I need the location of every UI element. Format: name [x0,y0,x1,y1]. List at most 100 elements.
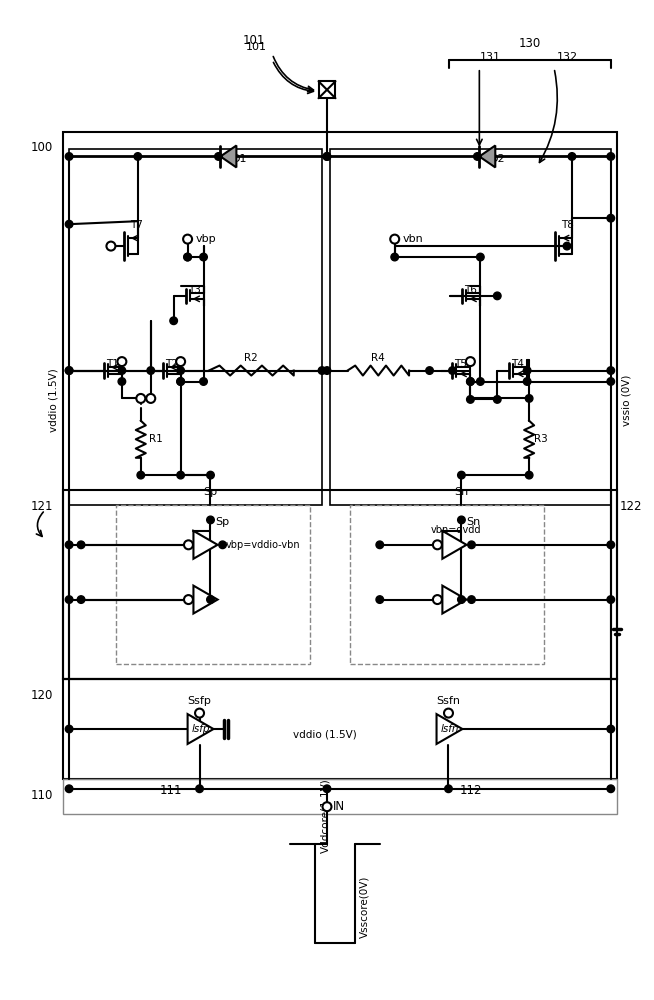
Circle shape [523,367,531,374]
Circle shape [177,471,184,479]
Text: vssio (0V): vssio (0V) [622,375,632,426]
Text: Sp: Sp [203,487,218,497]
Text: Vddcore(1.1V): Vddcore(1.1V) [320,779,330,853]
Text: R1: R1 [148,434,162,444]
Text: 101: 101 [243,34,266,47]
Circle shape [65,725,73,733]
Text: Sp: Sp [215,517,230,527]
Text: vbp=vddio-vbn: vbp=vddio-vbn [226,540,300,550]
Circle shape [184,540,193,549]
Bar [330,149,611,505]
Text: vbn: vbn [403,234,423,244]
Circle shape [199,378,207,385]
Text: T6: T6 [464,285,477,295]
Polygon shape [479,146,495,167]
Text: vbn=dvdd: vbn=dvdd [430,525,481,535]
Circle shape [607,153,615,160]
Circle shape [184,595,193,604]
Text: vbp: vbp [196,234,216,244]
Circle shape [65,367,73,374]
Circle shape [477,378,484,385]
Circle shape [207,516,215,524]
Circle shape [137,471,145,479]
Circle shape [607,367,615,374]
Text: 101: 101 [247,42,267,52]
Circle shape [473,153,481,160]
Text: vddio (1.5V): vddio (1.5V) [48,369,58,432]
Text: Ssfp: Ssfp [188,696,211,706]
Bar [69,149,322,505]
Circle shape [147,367,154,374]
Circle shape [199,253,207,261]
Text: Ssfn: Ssfn [436,696,460,706]
Circle shape [458,516,465,524]
Circle shape [563,242,571,250]
Bar [350,505,544,664]
Circle shape [466,378,474,385]
Text: D2: D2 [490,154,506,164]
Text: Vsscore(0V): Vsscore(0V) [360,876,370,938]
Text: R4: R4 [371,353,385,363]
Circle shape [134,153,141,160]
Circle shape [65,367,73,374]
Text: 131: 131 [479,52,500,62]
Circle shape [65,596,73,603]
Text: lsfp: lsfp [191,724,210,734]
Circle shape [607,785,615,793]
Circle shape [426,367,434,374]
Text: vddio (1.5V): vddio (1.5V) [293,729,357,739]
Text: D1: D1 [232,154,247,164]
Circle shape [444,709,453,718]
Circle shape [466,378,474,385]
Circle shape [183,235,192,244]
Text: T2: T2 [165,359,178,369]
Text: 130: 130 [519,37,542,50]
Polygon shape [194,586,218,614]
Circle shape [136,394,145,403]
Text: T4: T4 [511,359,524,369]
Circle shape [607,725,615,733]
Circle shape [107,242,115,251]
Circle shape [215,153,222,160]
Circle shape [433,595,442,604]
Circle shape [445,785,453,793]
Text: T5: T5 [455,359,468,369]
Polygon shape [194,531,218,559]
Text: 121: 121 [31,500,53,513]
Circle shape [607,541,615,549]
Circle shape [458,471,465,479]
Text: T8: T8 [561,220,574,230]
Bar [63,779,617,814]
Circle shape [322,802,332,811]
Circle shape [77,596,85,603]
Circle shape [118,378,126,385]
Circle shape [477,253,484,261]
Bar [318,81,336,98]
Circle shape [184,253,192,261]
Polygon shape [220,146,236,167]
Circle shape [466,396,474,403]
Polygon shape [436,714,462,744]
Circle shape [177,378,184,385]
Circle shape [607,596,615,603]
Circle shape [146,394,155,403]
Circle shape [458,596,465,603]
Circle shape [318,367,326,374]
Bar [116,505,310,664]
Circle shape [376,541,383,549]
Circle shape [468,541,475,549]
Polygon shape [442,586,466,614]
Circle shape [494,396,501,403]
Text: lsfn: lsfn [440,724,458,734]
Circle shape [568,153,576,160]
Circle shape [494,292,501,300]
Text: 110: 110 [31,789,53,802]
Text: 100: 100 [31,141,53,154]
Circle shape [525,471,533,479]
Text: T7: T7 [130,220,143,230]
Circle shape [195,709,204,718]
Circle shape [523,378,531,385]
Text: Sn: Sn [466,517,481,527]
Circle shape [118,357,126,366]
Circle shape [65,220,73,228]
